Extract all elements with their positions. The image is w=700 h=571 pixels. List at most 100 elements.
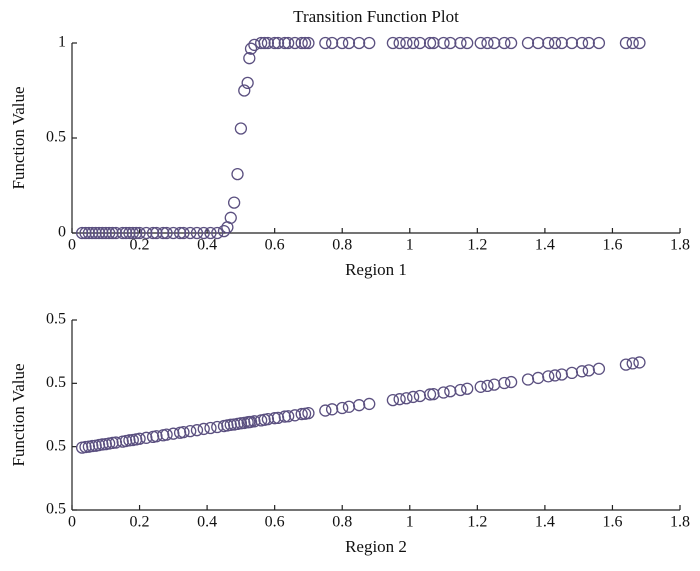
point (592, 36, 606, 50)
point (531, 371, 545, 385)
point (454, 36, 467, 50)
x-tick-label: 1.8 (670, 237, 690, 254)
x-tick-label: 1 (406, 514, 414, 531)
point (542, 36, 555, 50)
point (407, 390, 420, 404)
point (582, 36, 595, 50)
x-tick-label: 0.2 (130, 514, 150, 531)
point (521, 373, 535, 386)
point (626, 36, 639, 50)
x-tick-label: 1.2 (467, 237, 487, 254)
point (565, 366, 579, 380)
point (190, 424, 204, 437)
point (130, 226, 143, 240)
x-tick-label: 1 (406, 237, 414, 254)
y-tick-label: 0.5 (46, 311, 66, 328)
x-tick-label: 1.4 (535, 514, 555, 531)
point (123, 226, 136, 240)
point (633, 356, 646, 369)
point (295, 407, 308, 421)
point (633, 36, 646, 50)
point (461, 36, 474, 50)
point (619, 358, 633, 371)
y-tick-label: 0.5 (46, 501, 66, 518)
y-axis-label: Function Value (9, 86, 28, 189)
point (295, 36, 308, 50)
point (342, 400, 356, 413)
point (302, 406, 315, 420)
y-tick-label: 0.5 (46, 374, 66, 391)
point (413, 36, 427, 50)
point (302, 36, 315, 50)
point (626, 357, 639, 370)
point (234, 122, 248, 135)
point (86, 226, 99, 240)
y-tick-label: 0.5 (46, 437, 66, 454)
point (444, 36, 457, 50)
x-tick-label: 0.6 (265, 514, 285, 531)
point (241, 76, 254, 90)
x-tick-label: 0.2 (130, 237, 150, 254)
point (386, 36, 400, 50)
point (336, 36, 349, 50)
point (548, 369, 562, 382)
y-axis-label: Function Value (9, 363, 28, 466)
point (319, 36, 332, 50)
point (423, 388, 437, 401)
point (261, 36, 275, 50)
x-tick-label: 0.6 (265, 237, 285, 254)
point (116, 226, 129, 240)
point (531, 36, 545, 50)
point (282, 410, 295, 423)
x-tick-label: 1.6 (602, 514, 622, 531)
point (555, 36, 568, 50)
point (106, 226, 119, 240)
point (481, 379, 494, 393)
point (427, 36, 440, 50)
x-tick-label: 0.8 (332, 237, 352, 254)
point (89, 226, 102, 240)
point (238, 84, 251, 97)
point (386, 393, 400, 407)
point (278, 410, 291, 423)
point (211, 226, 224, 240)
point (79, 226, 92, 240)
point (261, 412, 275, 426)
point (352, 399, 366, 412)
point (437, 36, 450, 50)
point (393, 393, 406, 406)
y-tick-label: 1 (58, 34, 66, 51)
point (119, 226, 133, 240)
y-tick-label: 0 (58, 224, 66, 241)
point (282, 36, 295, 50)
point (177, 226, 190, 240)
point (217, 224, 231, 238)
x-tick-label: 0.8 (332, 514, 352, 531)
point (619, 36, 633, 50)
x-tick-label: 0.4 (197, 237, 217, 254)
point (255, 36, 268, 50)
point (197, 422, 210, 436)
x-tick-label: 1.4 (535, 237, 555, 254)
point (234, 417, 248, 430)
point (342, 36, 356, 50)
point (498, 376, 511, 390)
point (160, 226, 173, 240)
point (363, 397, 376, 411)
x-tick-label: 0.4 (197, 514, 217, 531)
point (146, 226, 160, 240)
point (288, 36, 302, 50)
point (92, 226, 106, 240)
point (75, 226, 89, 240)
point (268, 36, 281, 50)
x-tick-label: 1.6 (602, 237, 622, 254)
point (336, 401, 349, 415)
point (592, 362, 606, 375)
point (548, 36, 562, 50)
point (190, 226, 204, 240)
point (82, 226, 96, 240)
point (582, 364, 595, 377)
point (150, 226, 163, 240)
point (474, 380, 487, 393)
